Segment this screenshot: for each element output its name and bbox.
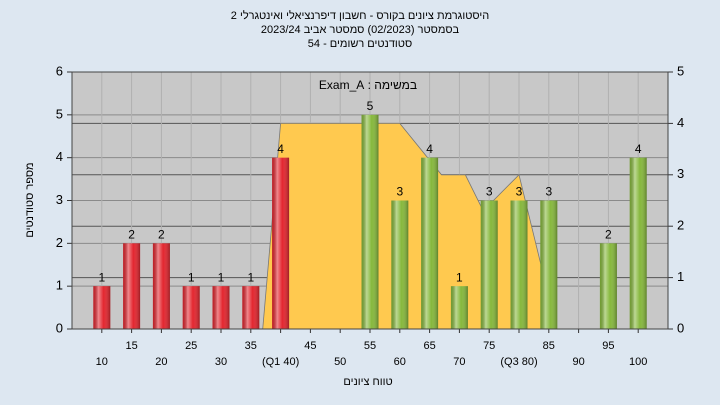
y2-tick-label: 0 <box>677 320 684 335</box>
y2-tick-label: 5 <box>677 63 684 78</box>
bar-highlight <box>421 157 439 329</box>
value-label: 4 <box>277 142 284 156</box>
value-label: 1 <box>188 270 195 284</box>
x-tick-label: (Q3 80) <box>500 356 537 368</box>
x-tick-label: 10 <box>96 356 108 368</box>
x-tick-label: 100 <box>629 356 647 368</box>
x-tick-label: 20 <box>155 356 167 368</box>
bar-highlight <box>450 286 468 329</box>
y-tick-label: 3 <box>56 192 63 207</box>
x-tick-label: 30 <box>215 356 227 368</box>
y-tick-label: 2 <box>56 235 63 250</box>
value-label: 2 <box>605 228 612 242</box>
bar-highlight <box>123 243 141 329</box>
x-tick-label: 50 <box>334 356 346 368</box>
bar-highlight <box>242 286 260 329</box>
plot-frame <box>71 71 669 330</box>
y-tick-label: 0 <box>56 320 63 335</box>
bar-highlight <box>629 157 647 329</box>
title-line: בסמסטר (02/2023) סמסטר אביב 2023/24 <box>261 24 460 36</box>
x-tick-label: 70 <box>453 356 465 368</box>
bar-highlight <box>152 243 170 329</box>
x-tick-label: 45 <box>304 340 316 352</box>
x-tick-label: 35 <box>245 340 257 352</box>
y-tick-label: 5 <box>56 106 63 121</box>
value-label: 3 <box>545 185 552 199</box>
x-tick-label: 15 <box>125 340 137 352</box>
value-label: 1 <box>98 270 105 284</box>
y2-tick-label: 1 <box>677 269 684 284</box>
title-line: היסטוגרמת ציונים בקורס - חשבון דיפרנציאל… <box>231 9 489 22</box>
x-tick-label: 90 <box>572 356 584 368</box>
y-axis-label: מספר סטודנטים <box>24 162 36 237</box>
annotation: במשימה : Exam_A <box>319 78 417 92</box>
value-label: 3 <box>516 185 523 199</box>
bar-highlight <box>510 200 528 329</box>
y-tick-label: 6 <box>56 63 63 78</box>
value-label: 3 <box>486 185 493 199</box>
bar-highlight <box>391 200 409 329</box>
title-line: סטודנטים רשומים - 54 <box>308 38 412 50</box>
x-tick-label: 65 <box>423 340 435 352</box>
bar-highlight <box>212 286 230 329</box>
y2-tick-label: 3 <box>677 166 684 181</box>
bar-highlight <box>361 114 379 329</box>
x-tick-label: 85 <box>543 340 555 352</box>
x-tick-label: 95 <box>602 340 614 352</box>
value-label: 2 <box>158 228 165 242</box>
value-label: 1 <box>456 270 463 284</box>
x-tick-label: 75 <box>483 340 495 352</box>
value-label: 5 <box>367 99 374 113</box>
value-label: 2 <box>128 228 135 242</box>
bar-highlight <box>272 157 290 329</box>
x-tick-label: (Q1 40) <box>262 356 299 368</box>
y-tick-label: 1 <box>56 278 63 293</box>
x-tick-label: 60 <box>394 356 406 368</box>
value-label: 3 <box>396 185 403 199</box>
value-label: 1 <box>218 270 225 284</box>
value-label: 4 <box>635 142 642 156</box>
bar-highlight <box>480 200 498 329</box>
y2-tick-label: 2 <box>677 218 684 233</box>
value-label: 1 <box>247 270 254 284</box>
bar-highlight <box>93 286 111 329</box>
bar-highlight <box>599 243 617 329</box>
x-axis-label: טווח ציונים <box>343 376 392 388</box>
y2-tick-label: 4 <box>677 115 684 130</box>
x-tick-label: 25 <box>185 340 197 352</box>
x-tick-label: 55 <box>364 340 376 352</box>
value-label: 4 <box>426 142 433 156</box>
bar-highlight <box>540 200 558 329</box>
y-tick-label: 4 <box>56 149 63 164</box>
bar-highlight <box>182 286 200 329</box>
